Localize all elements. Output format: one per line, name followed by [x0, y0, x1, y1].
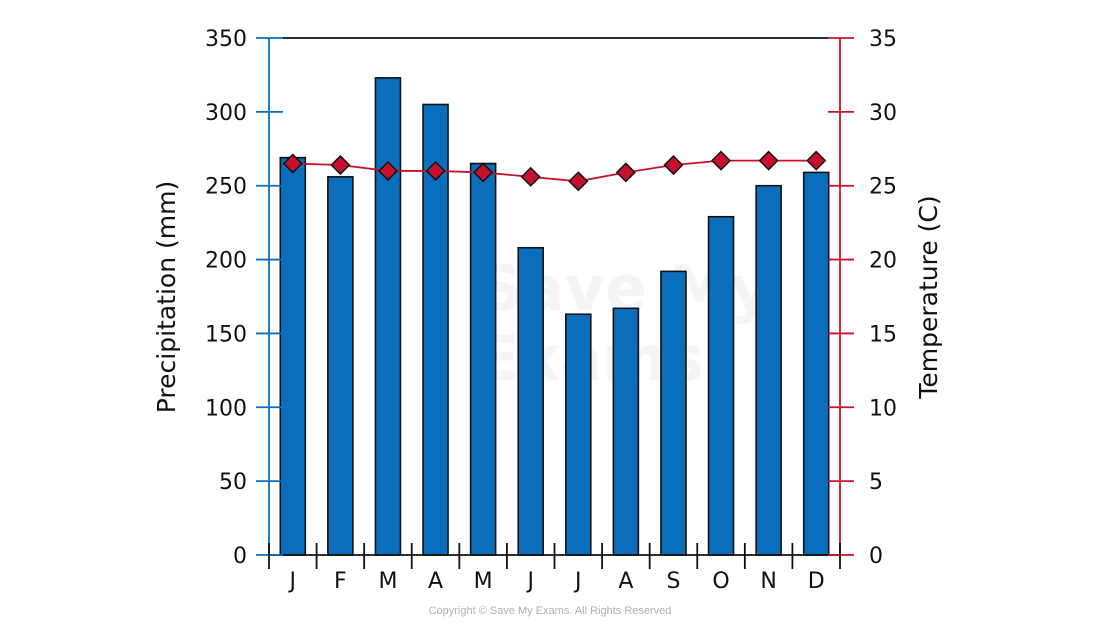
copyright-notice: Copyright © Save My Exams. All Rights Re…	[428, 605, 672, 617]
precipitation-bars	[279, 77, 830, 556]
precipitation-bar	[469, 162, 497, 556]
temperature-point	[473, 162, 494, 183]
temperature-point	[330, 154, 351, 176]
precipitation-bar	[802, 171, 830, 556]
precipitation-bar	[755, 184, 782, 556]
temperature-point	[377, 160, 399, 182]
right-axis-title: Temperature (C)	[914, 195, 943, 399]
left-tick-label: 0	[233, 544, 247, 569]
x-tick-label: M	[378, 569, 397, 594]
x-tick-label: J	[573, 569, 582, 594]
precipitation-bar	[517, 246, 545, 556]
temperature-point	[520, 166, 541, 187]
right-tick-label: 0	[869, 544, 883, 569]
x-tick-label: F	[334, 569, 347, 594]
left-tick-label: 200	[205, 249, 247, 274]
temperature-point	[806, 150, 827, 171]
right-tick-label: 10	[869, 396, 897, 421]
right-tick-label: 5	[869, 470, 883, 495]
right-tick-label: 20	[869, 249, 897, 274]
temperature-point	[663, 154, 684, 176]
left-tick-label: 250	[205, 175, 247, 200]
x-tick-label: N	[760, 569, 776, 594]
x-tick-label: A	[618, 569, 633, 594]
temperature-point	[758, 150, 779, 171]
temperature-line	[282, 150, 827, 192]
temperature-point	[425, 160, 446, 182]
precipitation-bar	[422, 103, 449, 556]
x-tick-label: A	[428, 569, 443, 594]
precipitation-bar	[660, 270, 687, 556]
x-tick-label: D	[808, 569, 825, 594]
precipitation-bar	[564, 313, 592, 556]
left-tick-label: 350	[205, 27, 247, 52]
axes	[256, 37, 854, 569]
left-tick-label: 300	[205, 101, 247, 126]
left-axis-title: Precipitation (mm)	[152, 181, 181, 413]
temperature-point	[615, 162, 636, 183]
temperature-point	[282, 153, 303, 174]
temperature-point	[710, 150, 732, 171]
precipitation-bar	[612, 307, 640, 556]
temperature-series-line	[292, 159, 817, 183]
left-tick-label: 100	[205, 396, 247, 421]
precipitation-bar	[279, 156, 307, 556]
x-tick-label: J	[525, 569, 534, 594]
right-tick-label: 35	[869, 27, 897, 52]
right-tick-label: 15	[869, 322, 897, 347]
right-tick-label: 25	[869, 175, 897, 200]
precipitation-bar	[374, 77, 402, 556]
precipitation-bar	[707, 215, 735, 556]
x-tick-label: O	[712, 569, 729, 594]
left-tick-label: 50	[219, 470, 247, 495]
tick-labels: 0 50 100 150 200 250 300 350 0 5 10 15 20 25 30 35 J F M A M…	[205, 27, 897, 594]
precipitation-bar	[327, 176, 354, 556]
x-tick-label: M	[474, 569, 493, 594]
temperature-point	[568, 171, 589, 192]
x-tick-label: J	[288, 569, 297, 594]
x-tick-label: S	[666, 569, 680, 594]
left-tick-label: 150	[205, 322, 247, 347]
right-tick-label: 30	[869, 101, 897, 126]
